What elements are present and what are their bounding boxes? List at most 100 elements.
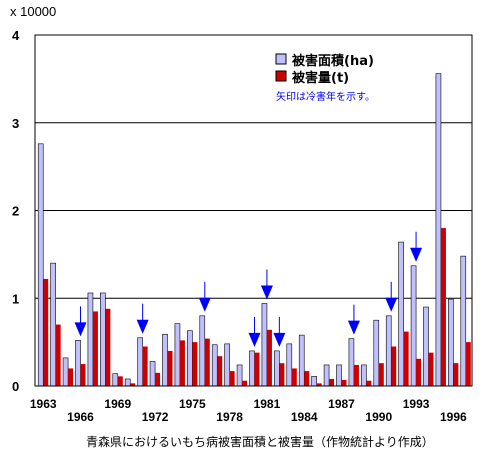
arrow-head	[198, 297, 211, 312]
bar-damage-area	[398, 241, 404, 387]
bar-damage-amount	[440, 228, 446, 386]
y-tick-label: 0	[12, 379, 19, 394]
x-tick-label: 1972	[142, 410, 169, 424]
bar-damage-amount	[43, 278, 49, 386]
bar-damage-area	[249, 350, 255, 387]
bar-damage-amount	[204, 338, 210, 386]
bar-damage-amount	[167, 350, 173, 386]
y-tick-label: 1	[12, 291, 19, 306]
y-tick-labels: 0 1 2 3 4	[12, 28, 20, 394]
legend: 被害面積(ha) 被害量(t) 矢印は冷害年を示す。	[275, 53, 375, 103]
arrow-head	[347, 320, 360, 335]
cold-year-arrow	[410, 231, 423, 262]
bar-damage-area	[75, 340, 81, 387]
bar-damage-area	[323, 364, 330, 387]
cold-year-arrow	[74, 306, 87, 337]
arrow-head	[273, 332, 286, 347]
arrow-head	[136, 319, 149, 334]
bar-damage-amount	[316, 383, 322, 386]
bar-damage-area	[112, 373, 119, 387]
legend-label-amount: 被害量(t)	[291, 70, 349, 86]
bar-damage-amount	[192, 342, 198, 386]
cold-year-arrow	[347, 304, 360, 335]
bar-damage-area	[336, 364, 342, 387]
bar-damage-area	[37, 143, 44, 387]
x-tick-label: 1963	[30, 397, 57, 411]
bar-damage-amount	[68, 368, 74, 386]
bar-damage-area	[87, 292, 94, 387]
bar-damage-area	[348, 338, 355, 387]
bar-damage-amount	[291, 368, 297, 386]
bar-damage-area	[274, 350, 280, 387]
cold-year-arrow	[198, 281, 211, 312]
chart-caption: 青森県におけるいもち病被害面積と被害量（作物統計より作成）	[86, 434, 434, 449]
bar-damage-area	[298, 334, 305, 387]
bar-damage-amount	[378, 363, 384, 386]
bar-damage-area	[199, 315, 206, 387]
bar-damage-area	[224, 343, 230, 387]
bar-damage-area	[162, 333, 168, 387]
cold-year-arrow	[260, 269, 273, 300]
bars	[37, 73, 471, 387]
y-tick-label: 3	[12, 116, 19, 131]
bar-damage-amount	[155, 372, 161, 386]
x-tick-label: 1987	[328, 397, 355, 411]
x-tick-label: 1978	[216, 410, 243, 424]
bar-damage-area	[460, 255, 467, 387]
bar-damage-amount	[55, 324, 61, 386]
bar-damage-amount	[453, 363, 459, 386]
bar-damage-area	[124, 378, 131, 387]
bar-damage-amount	[465, 342, 471, 386]
arrow-head	[248, 332, 261, 347]
bar-damage-area	[423, 306, 429, 387]
bar-damage-amount	[279, 363, 285, 386]
cold-year-arrow	[136, 303, 149, 334]
y-tick-label: 2	[12, 204, 19, 219]
x-tick-label: 1990	[365, 410, 392, 424]
y-tick-label: 4	[12, 28, 20, 43]
arrow-head	[385, 297, 398, 312]
x-tick-labels: 1963 1966 1969 1972 1975 1978 1981 1984 1987 1990…	[30, 397, 467, 424]
arrow-head	[74, 322, 87, 337]
bar-damage-area	[385, 315, 392, 387]
x-tick-label: 1981	[254, 397, 281, 411]
bar-damage-area	[361, 364, 367, 387]
bar-damage-amount	[217, 356, 223, 386]
legend-swatch-area	[275, 53, 287, 65]
bar-damage-amount	[179, 340, 185, 386]
gridlines	[35, 122, 472, 299]
bar-damage-amount	[92, 311, 98, 386]
arrow-head	[260, 285, 273, 300]
arrow-note: 矢印は冷害年を示す。	[276, 90, 375, 103]
cold-year-arrows	[74, 231, 423, 347]
x-tick-label: 1966	[67, 410, 94, 424]
bar-damage-area	[62, 357, 69, 387]
bar-damage-amount	[266, 329, 272, 386]
bar-damage-amount	[353, 364, 359, 386]
bar-damage-amount	[403, 331, 409, 386]
bar-damage-amount	[366, 380, 372, 386]
arrow-head	[410, 247, 423, 262]
legend-swatch-amount	[275, 70, 287, 82]
bar-damage-area	[373, 319, 380, 387]
bar-damage-amount	[105, 308, 111, 386]
bar-damage-amount	[242, 380, 248, 386]
x-tick-label: 1993	[403, 397, 430, 411]
bar-damage-amount	[142, 346, 148, 386]
y-unit-label: x 10000	[10, 4, 56, 19]
bar-damage-amount	[341, 379, 347, 386]
bar-damage-area	[435, 73, 442, 387]
bar-damage-area	[100, 292, 106, 387]
bar-damage-amount	[428, 352, 434, 386]
x-tick-label: 1969	[104, 397, 131, 411]
bar-damage-area	[50, 262, 56, 387]
bar-damage-amount	[80, 364, 86, 386]
cold-year-arrow	[385, 281, 398, 312]
bar-damage-area	[211, 344, 218, 387]
cold-year-arrow	[273, 316, 286, 347]
x-tick-label: 1975	[179, 397, 206, 411]
bar-damage-area	[410, 265, 417, 387]
x-tick-label: 1984	[291, 410, 318, 424]
bar-damage-amount	[117, 376, 123, 386]
